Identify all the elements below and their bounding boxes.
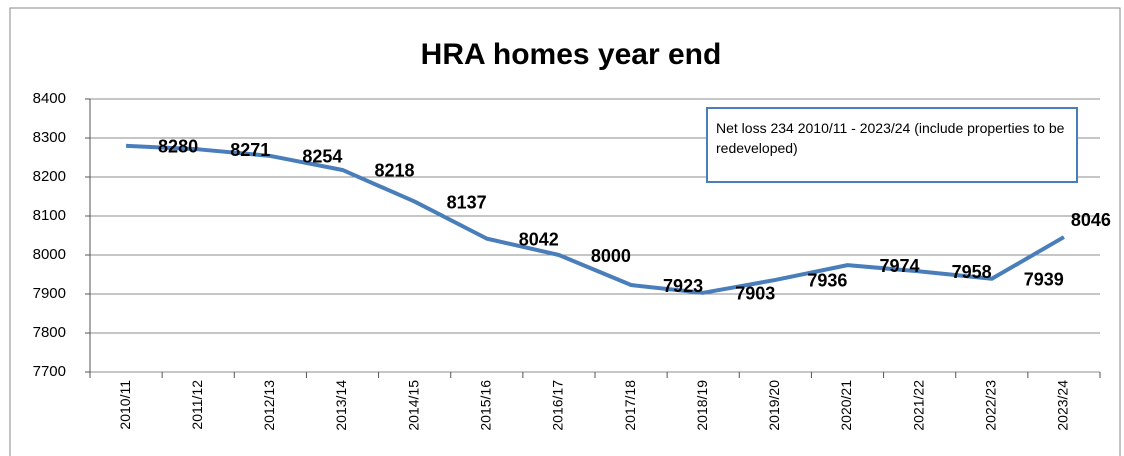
x-tick-label: 2021/22	[910, 380, 926, 431]
x-tick-label: 2012/13	[261, 380, 277, 431]
data-label: 7974	[879, 256, 919, 276]
x-tick-label: 2014/15	[405, 380, 421, 431]
data-label: 8280	[158, 137, 198, 157]
data-label: 7923	[663, 276, 703, 296]
y-tick-label: 7700	[33, 363, 66, 380]
x-tick-label: 2011/12	[189, 380, 205, 430]
data-label: 8042	[519, 229, 559, 249]
y-tick-label: 8300	[33, 129, 66, 146]
y-tick-label: 7900	[33, 285, 66, 302]
annotation-container: Net loss 234 2010/11 - 2023/24 (include …	[716, 120, 1065, 156]
y-tick-label: 8400	[33, 90, 66, 107]
data-label: 8137	[447, 192, 487, 212]
y-tick-label: 8200	[33, 168, 66, 185]
data-label: 8218	[374, 161, 414, 181]
x-tick-label: 2010/11	[117, 380, 133, 430]
plot-area: 7700 7800 7900 8000 8100 8200 8300 8400 2010/11 2…	[33, 90, 1111, 431]
data-label: 8000	[591, 246, 631, 266]
x-tick-label: 2020/21	[838, 380, 854, 431]
data-label: 8046	[1071, 210, 1111, 230]
chart-border	[9, 7, 1121, 456]
data-label: 7903	[735, 284, 775, 304]
x-tick-label: 2015/16	[477, 380, 493, 431]
annotation: Net loss 234 2010/11 - 2023/24 (include …	[716, 120, 1065, 156]
data-line	[125, 143, 1065, 295]
x-tick-label: 2017/18	[622, 380, 638, 431]
annotation-box	[706, 107, 1078, 183]
x-tick-label: 2013/14	[333, 380, 349, 431]
x-tick-label: 2016/17	[550, 380, 566, 431]
data-label: 7958	[952, 262, 992, 282]
x-tick-label: 2023/24	[1055, 380, 1071, 431]
data-label: 7939	[1024, 270, 1064, 290]
x-tick-label: 2019/20	[766, 380, 782, 431]
y-tick-label: 7800	[33, 324, 66, 341]
data-label: 7936	[807, 271, 847, 291]
y-tick-label: 8100	[33, 207, 66, 224]
x-tick-label: 2018/19	[694, 380, 710, 431]
data-label: 8271	[230, 140, 270, 160]
data-label: 8254	[302, 147, 342, 167]
x-tick-label: 2022/23	[982, 380, 998, 431]
y-tick-label: 8000	[33, 246, 66, 263]
chart-title: HRA homes year end	[421, 38, 722, 71]
